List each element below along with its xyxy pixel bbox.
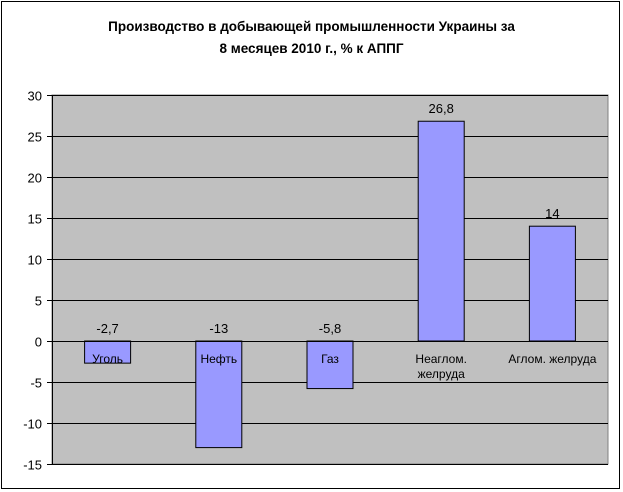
bar: [417, 120, 465, 342]
y-tick-label: 10: [28, 253, 42, 268]
category-label-line: Аглом. желруда: [508, 352, 596, 366]
y-tick-label: 0: [35, 335, 42, 350]
category-label: Газ: [321, 352, 339, 366]
y-tick-label: 5: [35, 294, 42, 309]
category-label: Аглом. желруда: [508, 352, 596, 366]
chart-title: Производство в добывающей промышленности…: [108, 19, 515, 56]
plot-area: [51, 94, 609, 465]
category-label: Нефть: [200, 352, 237, 366]
category-label-line: Неаглом.: [415, 352, 467, 366]
category-label-line: Уголь: [92, 352, 123, 366]
category-label: Неаглом. желруда: [415, 352, 467, 381]
y-tick-label: -10: [23, 417, 42, 432]
category-label-line: Газ: [321, 352, 339, 366]
bar: [528, 225, 576, 342]
data-label: -13: [209, 321, 228, 336]
category-label-line: желруда: [418, 367, 465, 381]
data-label: -5,8: [319, 321, 341, 336]
y-tick-label: -15: [23, 458, 42, 473]
data-label: 26,8: [429, 101, 454, 116]
y-tick-label: 25: [28, 130, 42, 145]
category-label-line: Нефть: [200, 352, 237, 366]
y-tick-label: -5: [30, 376, 42, 391]
bar: [306, 340, 354, 390]
y-tick-label: 20: [28, 171, 42, 186]
data-label: 14: [545, 206, 559, 221]
category-label: Уголь: [92, 352, 123, 366]
y-tick-label: 30: [28, 89, 42, 104]
data-label: -2,7: [96, 321, 118, 336]
y-tick-label: 15: [28, 212, 42, 227]
bar: [195, 340, 243, 449]
